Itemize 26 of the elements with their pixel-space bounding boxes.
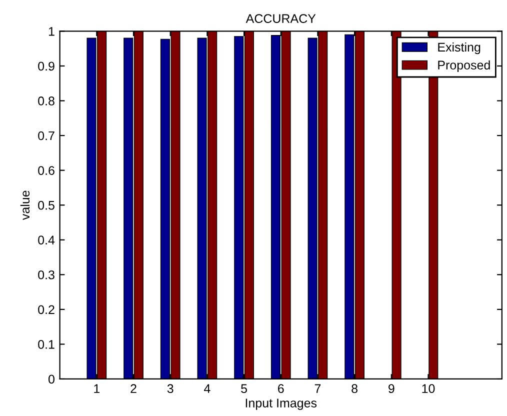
x-tick-label: 9 <box>388 384 394 394</box>
x-tick-label: 2 <box>130 384 136 393</box>
x-tick-label: 10 <box>422 384 435 394</box>
y-tick-label: 0.7 <box>38 131 54 140</box>
y-axis-title: value <box>20 190 30 220</box>
x-tick-label: 7 <box>314 384 321 393</box>
y-tick-label: 0.6 <box>38 166 54 175</box>
x-tick-label: 3 <box>167 384 174 394</box>
y-tick-label: 0.5 <box>38 200 54 210</box>
x-tick-label: 5 <box>241 384 247 394</box>
legend-label: Proposed <box>438 60 490 72</box>
x-tick-label: 4 <box>204 384 210 393</box>
y-tick-label: 0.3 <box>38 270 54 280</box>
x-axis-title: Input Images <box>246 398 317 410</box>
legend-label: Existing <box>438 42 480 54</box>
x-tick-label: 6 <box>278 384 284 394</box>
x-tick-label: 8 <box>352 384 358 394</box>
y-tick-label: 0 <box>48 374 54 384</box>
y-tick-label: 0.9 <box>38 62 54 71</box>
y-tick-label: 0.1 <box>38 340 54 349</box>
chart-title: ACCURACY <box>246 14 316 23</box>
y-tick-label: 1 <box>48 27 54 36</box>
y-tick-label: 0.8 <box>38 96 54 106</box>
x-tick-label: 1 <box>94 384 100 393</box>
y-tick-label: 0.2 <box>38 305 54 314</box>
y-tick-label: 0.4 <box>38 236 55 245</box>
